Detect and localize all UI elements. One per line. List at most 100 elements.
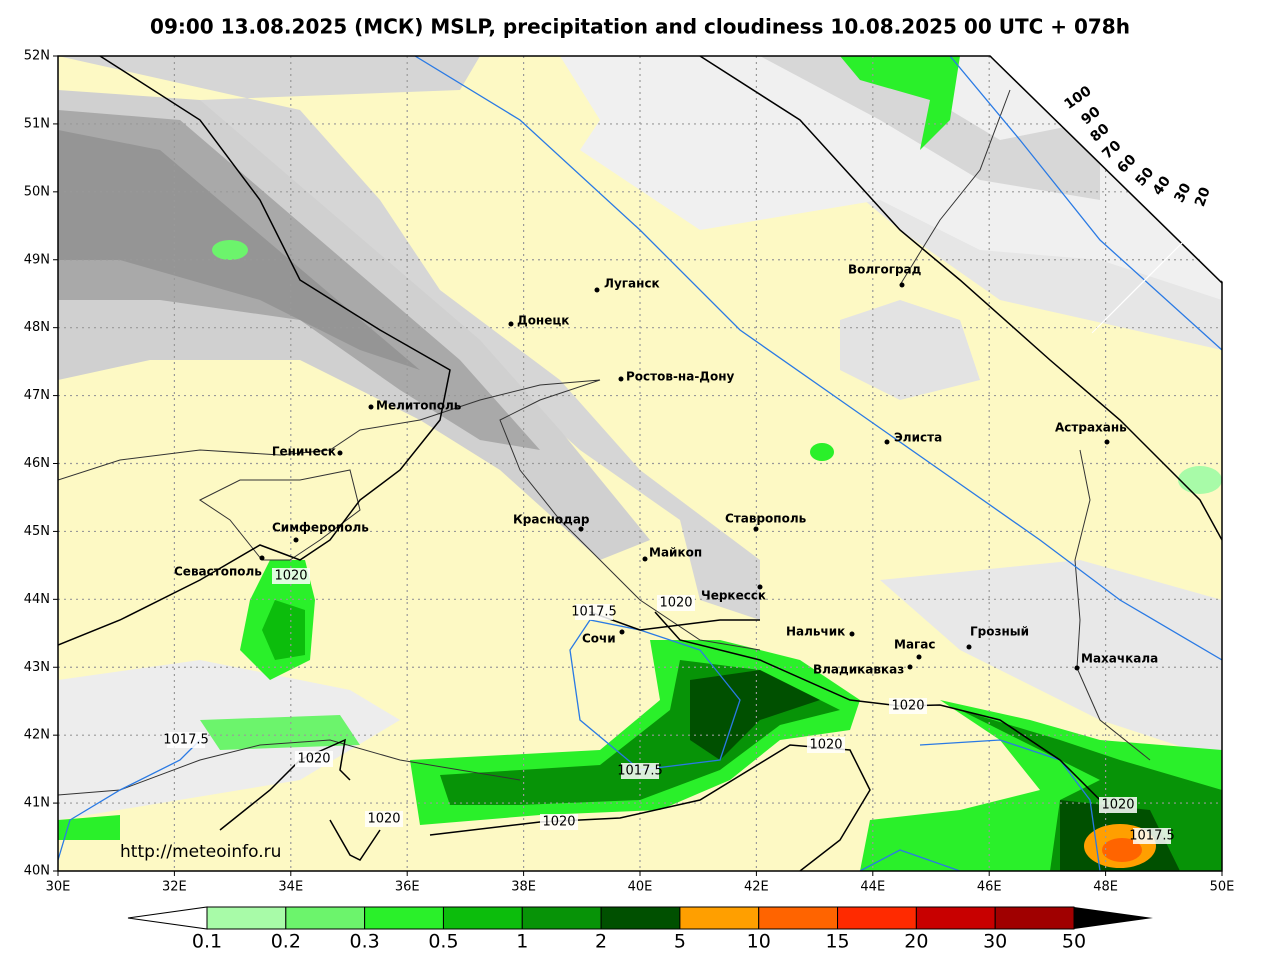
lon-label: 32E: [162, 880, 187, 895]
legend-label: 20: [904, 931, 928, 953]
city-dot: [1104, 439, 1110, 445]
lat-label: 45N: [24, 524, 50, 539]
city-dot: [757, 584, 763, 590]
lon-label: 36E: [395, 880, 420, 895]
city-dot: [508, 321, 514, 327]
city-label: Магас: [894, 638, 936, 652]
legend-label: 15: [825, 931, 849, 953]
legend-under: [127, 906, 208, 930]
city-label: Грозный: [970, 625, 1029, 639]
isobar-label: 1020: [274, 569, 307, 584]
isobar-label-bg: [889, 698, 927, 714]
city-dot: [293, 537, 299, 543]
isobar-label: 1017.5: [163, 733, 209, 748]
city-label: Нальчик: [786, 625, 845, 639]
isobar-label: 1020: [809, 738, 842, 753]
legend-label: 10: [747, 931, 771, 953]
legend-box: [206, 906, 287, 930]
city-label: Ростов-на-Дону: [626, 370, 735, 384]
legend-box: [679, 906, 760, 930]
lat-label: 42N: [24, 728, 50, 743]
city-label: Астрахань: [1055, 421, 1127, 435]
isobar-label-bg: [657, 595, 695, 611]
city-label: Краснодар: [513, 513, 590, 527]
isobar-label: 1017.5: [617, 764, 663, 779]
isobar-label-bg: [1099, 797, 1137, 813]
city-label: Геническ: [272, 445, 336, 459]
isobar-label: 1020: [297, 752, 330, 767]
city-dot: [884, 439, 890, 445]
lon-label: 46E: [977, 880, 1002, 895]
legend-label: 0.3: [350, 931, 380, 953]
legend-label: 5: [674, 931, 686, 953]
lat-label: 40N: [24, 864, 50, 879]
legend-label: 0.5: [428, 931, 458, 953]
city-dot: [578, 526, 584, 532]
isobar-label-bg: [1133, 828, 1171, 844]
isobar-label-bg: [272, 568, 310, 584]
city-dot: [899, 282, 905, 288]
lon-label: 48E: [1093, 880, 1118, 895]
isobar-label-bg: [295, 751, 333, 767]
lat-label: 50N: [24, 184, 50, 199]
legend-label: 0.1: [192, 931, 222, 953]
city-label: Ставрополь: [725, 512, 807, 526]
city-dot: [618, 376, 624, 382]
city-label: Владикавказ: [813, 663, 904, 677]
lon-label: 40E: [628, 880, 653, 895]
isobar-label: 1020: [367, 812, 400, 827]
lat-label: 46N: [24, 456, 50, 471]
isobar-label: 1020: [659, 596, 692, 611]
legend-box: [521, 906, 602, 930]
lon-label: 34E: [278, 880, 303, 895]
city-label: Севастополь: [174, 565, 262, 579]
city-dot: [368, 404, 374, 410]
lat-label: 49N: [24, 252, 50, 267]
legend-box: [285, 906, 366, 930]
city-dot: [849, 631, 855, 637]
lat-label: 51N: [24, 116, 50, 131]
city-label: Донецк: [517, 314, 569, 328]
legend-box: [442, 906, 523, 930]
lat-label: 41N: [24, 796, 50, 811]
city-dot: [619, 629, 625, 635]
city-dot: [916, 654, 922, 660]
city-dot: [259, 555, 265, 561]
city-label: Симферополь: [272, 521, 369, 535]
isobar-label: 1020: [891, 699, 924, 714]
legend-box: [915, 906, 996, 930]
isobar-label-bg: [167, 732, 205, 748]
city-dot: [337, 450, 343, 456]
lat-label: 47N: [24, 388, 50, 403]
legend-over: [1074, 907, 1153, 929]
legend-box: [758, 906, 839, 930]
lon-label: 30E: [46, 880, 71, 895]
legend-box: [837, 906, 917, 930]
city-dot: [1074, 665, 1080, 671]
legend-label: 50: [1062, 931, 1086, 953]
lat-label: 52N: [24, 49, 50, 64]
title: 09:00 13.08.2025 (МСК) MSLP, precipitati…: [150, 15, 1130, 39]
city-label: Волгоград: [848, 263, 922, 277]
legend-label: 30: [983, 931, 1007, 953]
isobar-label: 1020: [542, 815, 575, 830]
isobar-label: 1020: [1101, 798, 1134, 813]
cloud-scale-step: [1091, 274, 1151, 334]
city-dot: [907, 664, 913, 670]
city-label: Элиста: [894, 431, 942, 445]
city-label: Луганск: [604, 277, 660, 291]
city-dot: [753, 526, 759, 532]
cloud-scale-label: 20: [1192, 185, 1214, 209]
city-label: Мелитополь: [376, 399, 462, 413]
city-dot: [642, 556, 648, 562]
city-label: Майкоп: [649, 546, 702, 560]
city-dot: [594, 287, 600, 293]
legend-box: [994, 906, 1075, 930]
isobar-label-bg: [540, 814, 578, 830]
map-area: [58, 56, 1222, 871]
lat-label: 44N: [24, 592, 50, 607]
city-label: Махачкала: [1081, 652, 1158, 666]
legend-label: 0.2: [271, 931, 301, 953]
isobar-label-bg: [621, 763, 659, 779]
